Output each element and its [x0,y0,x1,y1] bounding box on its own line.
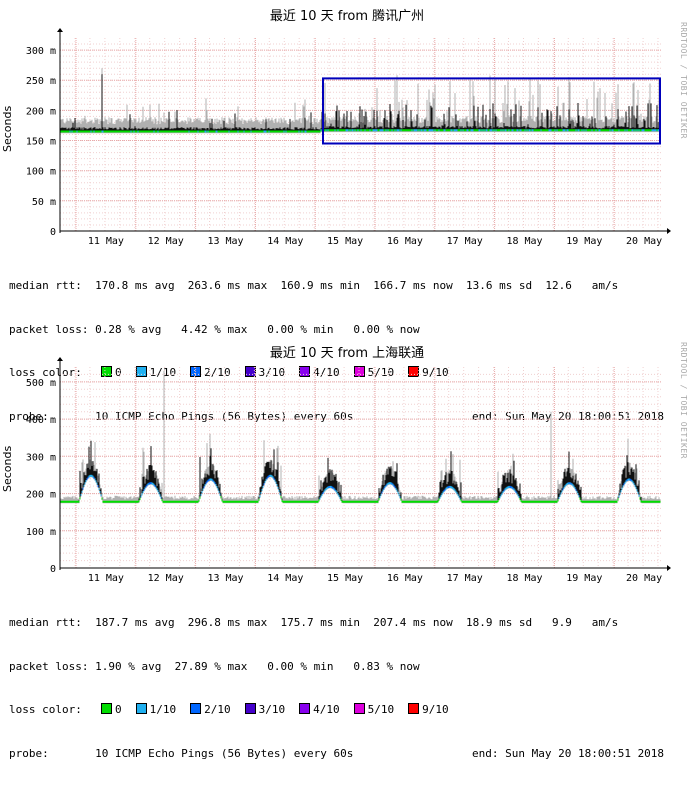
legend-label: 1/10 [149,703,177,716]
x-tick-label: 17 May [447,236,483,247]
y-tick-label: 300 m [26,46,56,57]
legend-swatch [299,703,311,714]
y-tick-label: 100 m [26,167,56,178]
x-tick-label: 14 May [267,236,303,247]
highlight-box [322,77,661,145]
legend-swatch [408,366,420,377]
legend-label: 4/10 [313,366,340,379]
packet-loss-line: packet loss: 1.90 % avg 27.89 % max 0.00… [9,659,420,673]
legend-swatch [353,703,365,714]
y-tick-label: 100 m [26,527,56,538]
end-time: end: Sun May 20 18:00:51 2018 [472,746,665,760]
median-rtt-line: median rtt: 170.8 ms avg 263.6 ms max 16… [9,279,619,292]
x-tick-label: 14 May [267,573,303,584]
x-tick-label: 16 May [387,236,423,247]
chart-plot: 0 50 m 100 m 150 m 200 m 250 m 300 m 11 May 12 M… [26,28,671,247]
legend-label: 0 [115,366,122,379]
x-tick-label: 11 May [88,236,124,247]
x-tick-label: 12 May [148,573,184,584]
legend-item: 5/10 [348,703,395,718]
legend-label: 0 [115,703,122,716]
grid [59,38,661,232]
legend-swatch [135,703,147,714]
median-rtt-line: median rtt: 187.7 ms avg 296.8 ms max 17… [9,616,619,629]
y-tick-label: 500 m [26,378,56,389]
legend-item: 0 [95,703,122,718]
legend-label: 3/10 [258,703,286,716]
legend-label: 3/10 [258,366,286,379]
probe-line: probe: 10 ICMP Echo Pings (56 Bytes) eve… [9,746,354,760]
legend-swatch [244,703,256,714]
x-tick-label: 15 May [327,573,363,584]
loss-color-legend: loss color: 0 1/10 2/10 3/10 4/10 5/10 9/10 [9,366,618,381]
y-tick-label: 0 [50,564,56,575]
legend-label: 1/10 [149,366,177,379]
y-tick-label: 400 m [26,415,56,426]
legend-item: 9/10 [402,703,449,718]
loss-color-label: loss color: [9,703,82,716]
chart-panel-2: 最近 10 天 from 上海联通 Seconds RRDTOOL / TOBI… [0,337,694,760]
legend-swatch [101,703,112,714]
x-tick-label: 20 May [626,236,662,247]
legend-label: 9/10 [422,703,449,716]
rtt-series [60,68,661,134]
chart-title: 最近 10 天 from 上海联通 [269,346,425,361]
legend-label: 5/10 [367,366,395,379]
loss-color-legend: loss color: 0 1/10 2/10 3/10 4/10 5/10 9/10 [9,703,618,718]
y-axis-arrow [57,357,63,361]
legend-label: 5/10 [367,703,395,716]
legend-item: 4/10 [293,703,340,718]
x-tick-label: 16 May [387,573,423,584]
legend-item: 1/10 [130,703,177,718]
x-tick-label: 20 May [626,573,662,584]
x-tick-label: 13 May [207,573,243,584]
legend-item: 9/10 [402,366,449,381]
legend-item: 5/10 [348,366,395,381]
x-tick-label: 19 May [566,236,602,247]
x-tick-label: 12 May [148,236,184,247]
x-tick-label: 17 May [447,573,483,584]
y-tick-label: 150 m [26,137,56,148]
legend-swatch [190,703,202,714]
legend-item: 0 [95,366,122,381]
legend-item: 2/10 [184,703,231,718]
legend-swatch [299,366,311,377]
x-axis-arrow [667,228,671,234]
probe-row: probe: 10 ICMP Echo Pings (56 Bytes) eve… [9,746,664,762]
rtt-series [60,370,661,504]
legend-label: 9/10 [422,366,449,379]
packet-loss-line: packet loss: 0.28 % avg 4.42 % max 0.00 … [9,322,420,336]
y-tick-label: 200 m [26,490,56,501]
legend-swatch [408,703,420,714]
x-tick-label: 15 May [327,236,363,247]
y-tick-label: 300 m [26,452,56,463]
legend-item: 1/10 [130,366,177,381]
y-tick-label: 50 m [32,197,56,208]
legend-swatch [101,366,112,377]
x-tick-label: 13 May [207,236,243,247]
y-tick-label: 200 m [26,106,56,117]
x-axis-arrow [667,565,671,571]
chart-plot: 0 100 m 200 m 300 m 400 m 500 m 11 May 12 May 13… [26,357,671,584]
legend-item: 4/10 [293,366,340,381]
chart-panel-1: 最近 10 天 from 腾讯广州 Seconds RRDTOOL / TOBI… [0,0,694,423]
legend-label: 2/10 [204,703,231,716]
x-tick-label: 18 May [506,236,542,247]
chart-title: 最近 10 天 from 腾讯广州 [269,9,425,24]
x-tick-label: 11 May [88,573,124,584]
legend-label: 4/10 [313,703,340,716]
legend-label: 2/10 [204,366,231,379]
loss-color-label: loss color: [9,366,82,379]
y-tick-label: 0 [50,227,56,238]
y-axis-arrow [57,28,63,32]
x-tick-label: 19 May [566,573,602,584]
y-tick-label: 250 m [26,76,56,87]
x-tick-label: 18 May [506,573,542,584]
legend-item: 3/10 [239,703,286,718]
